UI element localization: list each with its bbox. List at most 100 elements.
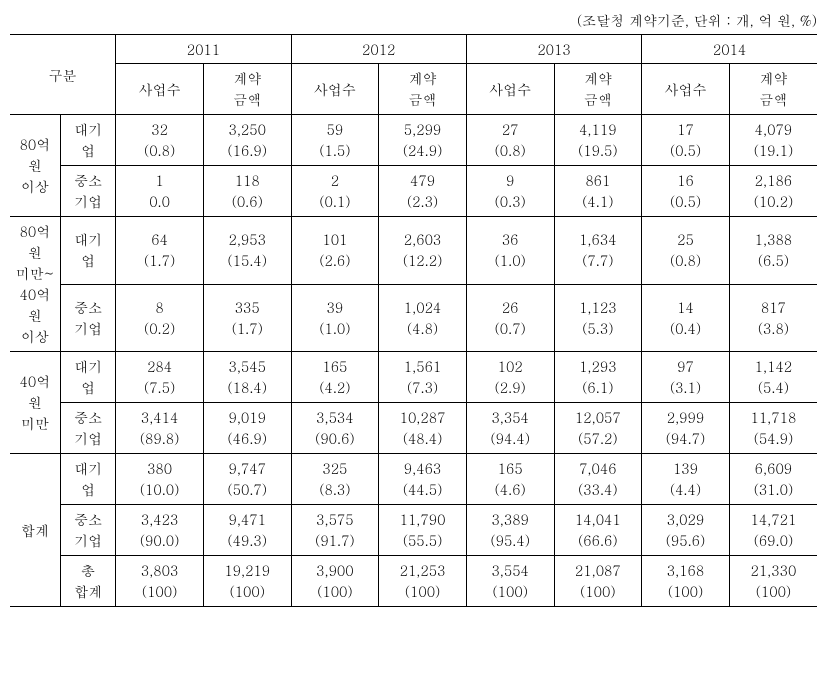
data-cell: 861(4.1)	[554, 166, 642, 217]
data-cell: 21,087(100)	[554, 556, 642, 607]
data-cell: 118(0.6)	[203, 166, 291, 217]
data-cell: 1,293(6.1)	[554, 352, 642, 403]
data-cell: 36(1.0)	[466, 217, 554, 285]
data-cell: 1,388(6.5)	[729, 217, 817, 285]
header-year-1: 2012	[291, 35, 466, 64]
data-cell: 2,953(15.4)	[203, 217, 291, 285]
data-cell: 14(0.4)	[642, 284, 730, 352]
data-cell: 4,119(19.5)	[554, 115, 642, 166]
data-cell: 59(1.5)	[291, 115, 379, 166]
data-cell: 21,330(100)	[729, 556, 817, 607]
data-cell: 27(0.8)	[466, 115, 554, 166]
data-cell: 10,287(48.4)	[379, 403, 467, 454]
data-cell: 817(3.8)	[729, 284, 817, 352]
data-cell: 19,219(100)	[203, 556, 291, 607]
data-table: 구분 2011 2012 2013 2014 사업수 계약금액 사업수 계약금액…	[10, 34, 817, 607]
data-cell: 2(0.1)	[291, 166, 379, 217]
row-type-label: 중소기업	[60, 166, 115, 217]
data-cell: 3,534(90.6)	[291, 403, 379, 454]
data-cell: 32(0.8)	[116, 115, 204, 166]
header-row-1: 구분 2011 2012 2013 2014	[10, 35, 817, 64]
header-sub-2-1: 계약금액	[554, 64, 642, 115]
data-cell: 16(0.5)	[642, 166, 730, 217]
header-sub-3-0: 사업수	[642, 64, 730, 115]
row-type-label: 대기업	[60, 115, 115, 166]
table-row: 중소기업8(0.2)335(1.7)39(1.0)1,024(4.8)26(0.…	[10, 284, 817, 352]
table-row: 중소기업10.0118(0.6)2(0.1)479(2.3)9(0.3)861(…	[10, 166, 817, 217]
header-sub-0-1: 계약금액	[203, 64, 291, 115]
row-type-label: 중소기업	[60, 284, 115, 352]
data-cell: 284(7.5)	[116, 352, 204, 403]
data-cell: 21,253(100)	[379, 556, 467, 607]
header-row-2: 사업수 계약금액 사업수 계약금액 사업수 계약금액 사업수 계약금액	[10, 64, 817, 115]
data-cell: 9(0.3)	[466, 166, 554, 217]
data-cell: 3,414(89.8)	[116, 403, 204, 454]
data-cell: 5,299(24.9)	[379, 115, 467, 166]
data-cell: 8(0.2)	[116, 284, 204, 352]
table-row: 총합계3,803(100)19,219(100)3,900(100)21,253…	[10, 556, 817, 607]
header-year-2: 2013	[466, 35, 641, 64]
row-group-label: 40억원미만	[10, 352, 60, 454]
data-cell: 7,046(33.4)	[554, 454, 642, 505]
data-cell: 3,250(16.9)	[203, 115, 291, 166]
data-cell: 1,142(5.4)	[729, 352, 817, 403]
data-cell: 9,747(50.7)	[203, 454, 291, 505]
data-cell: 3,354(94.4)	[466, 403, 554, 454]
data-cell: 3,803(100)	[116, 556, 204, 607]
header-sub-0-0: 사업수	[116, 64, 204, 115]
data-cell: 335(1.7)	[203, 284, 291, 352]
data-cell: 1,561(7.3)	[379, 352, 467, 403]
row-type-label: 중소기업	[60, 505, 115, 556]
data-cell: 3,423(90.0)	[116, 505, 204, 556]
row-type-label: 중소기업	[60, 403, 115, 454]
row-type-label: 대기업	[60, 217, 115, 285]
data-cell: 479(2.3)	[379, 166, 467, 217]
header-sub-1-1: 계약금액	[379, 64, 467, 115]
data-cell: 3,900(100)	[291, 556, 379, 607]
data-cell: 3,389(95.4)	[466, 505, 554, 556]
data-cell: 165(4.2)	[291, 352, 379, 403]
header-year-0: 2011	[116, 35, 291, 64]
data-cell: 1,024(4.8)	[379, 284, 467, 352]
row-type-label: 대기업	[60, 454, 115, 505]
data-cell: 3,545(18.4)	[203, 352, 291, 403]
data-cell: 2,603(12.2)	[379, 217, 467, 285]
data-cell: 97(3.1)	[642, 352, 730, 403]
data-cell: 139(4.4)	[642, 454, 730, 505]
table-row: 40억원미만대기업284(7.5)3,545(18.4)165(4.2)1,56…	[10, 352, 817, 403]
row-type-label: 대기업	[60, 352, 115, 403]
data-cell: 11,790(55.5)	[379, 505, 467, 556]
data-cell: 39(1.0)	[291, 284, 379, 352]
data-cell: 4,079(19.1)	[729, 115, 817, 166]
table-row: 80억원이상대기업32(0.8)3,250(16.9)59(1.5)5,299(…	[10, 115, 817, 166]
data-cell: 25(0.8)	[642, 217, 730, 285]
data-cell: 3,575(91.7)	[291, 505, 379, 556]
data-cell: 64(1.7)	[116, 217, 204, 285]
data-cell: 3,554(100)	[466, 556, 554, 607]
data-cell: 9,471(49.3)	[203, 505, 291, 556]
data-cell: 2,186(10.2)	[729, 166, 817, 217]
data-cell: 101(2.6)	[291, 217, 379, 285]
header-sub-2-0: 사업수	[466, 64, 554, 115]
data-cell: 1,634(7.7)	[554, 217, 642, 285]
table-body: 80억원이상대기업32(0.8)3,250(16.9)59(1.5)5,299(…	[10, 115, 817, 607]
data-cell: 2,999(94.7)	[642, 403, 730, 454]
row-group-label: 80억원이상	[10, 115, 60, 217]
header-year-3: 2014	[642, 35, 817, 64]
table-row: 중소기업3,414(89.8)9,019(46.9)3,534(90.6)10,…	[10, 403, 817, 454]
table-row: 80억원미만~40억원이상대기업64(1.7)2,953(15.4)101(2.…	[10, 217, 817, 285]
data-cell: 102(2.9)	[466, 352, 554, 403]
header-sub-1-0: 사업수	[291, 64, 379, 115]
data-cell: 1,123(5.3)	[554, 284, 642, 352]
data-cell: 3,029(95.6)	[642, 505, 730, 556]
data-cell: 165(4.6)	[466, 454, 554, 505]
data-cell: 12,057(57.2)	[554, 403, 642, 454]
data-cell: 380(10.0)	[116, 454, 204, 505]
row-group-label: 합계	[10, 454, 60, 607]
data-cell: 10.0	[116, 166, 204, 217]
row-group-label: 80억원미만~40억원이상	[10, 217, 60, 352]
header-gubun: 구분	[10, 35, 116, 115]
header-sub-3-1: 계약금액	[729, 64, 817, 115]
table-row: 합계대기업380(10.0)9,747(50.7)325(8.3)9,463(4…	[10, 454, 817, 505]
data-cell: 14,041(66.6)	[554, 505, 642, 556]
